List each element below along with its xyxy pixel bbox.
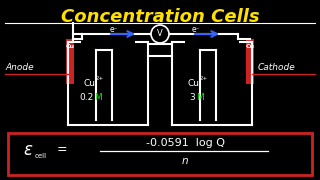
Text: =: = [57,143,67,156]
Text: Cu: Cu [188,80,200,89]
Text: e⁻: e⁻ [110,26,119,35]
Circle shape [151,25,169,43]
Text: Cu: Cu [245,44,254,49]
Text: 2+: 2+ [200,76,208,82]
Text: Cu: Cu [66,44,75,49]
Text: M: M [196,93,204,102]
Text: -0.0591  log Q: -0.0591 log Q [146,138,225,148]
Text: V: V [157,30,163,39]
Text: 3: 3 [189,93,195,102]
Bar [246,39,254,84]
Text: 2+: 2+ [96,76,104,82]
Text: Anode: Anode [5,64,34,73]
Text: Cathode: Cathode [258,64,296,73]
Bar [8,133,312,175]
Text: Cu: Cu [84,80,96,89]
Text: n: n [182,156,188,166]
Text: 0.2: 0.2 [79,93,93,102]
Bar [66,39,74,84]
Text: cell: cell [35,153,47,159]
Text: Concentration Cells: Concentration Cells [61,8,259,26]
Text: ε: ε [23,141,33,159]
Text: M: M [94,93,102,102]
Text: e⁻: e⁻ [192,26,201,35]
